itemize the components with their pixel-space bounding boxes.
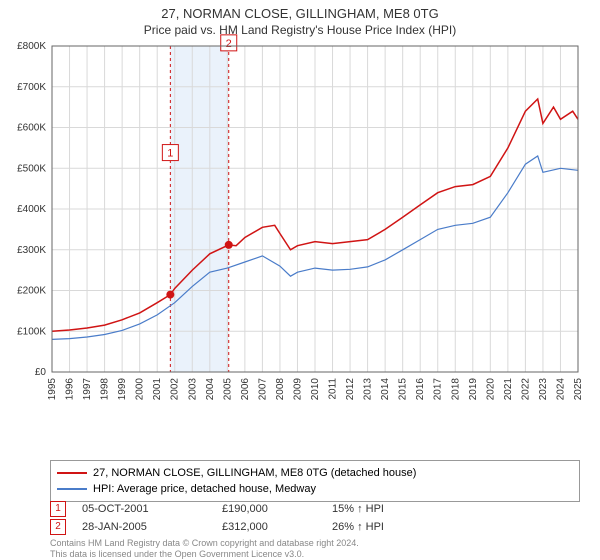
x-tick-label: 2024 [555,378,566,401]
y-tick-label: £0 [35,367,47,378]
sale-price: £190,000 [222,503,332,515]
x-tick-label: 2020 [485,378,496,401]
y-tick-label: £200K [17,286,46,297]
x-tick-label: 2018 [450,378,461,401]
x-tick-label: 2014 [380,378,391,401]
legend-item: HPI: Average price, detached house, Medw… [57,481,573,497]
sale-vs-hpi: 15% ↑ HPI [332,503,452,515]
x-tick-label: 2017 [433,378,444,401]
x-tick-label: 2007 [257,378,268,401]
x-tick-label: 2023 [538,378,549,401]
x-tick-label: 2011 [328,378,339,400]
x-tick-label: 1995 [47,378,58,401]
sale-dot [225,241,233,249]
x-tick-label: 2003 [187,378,198,401]
legend-item: 27, NORMAN CLOSE, GILLINGHAM, ME8 0TG (d… [57,465,573,481]
x-tick-label: 2005 [222,378,233,401]
x-tick-label: 2012 [345,378,356,401]
chart-title-sub: Price paid vs. HM Land Registry's House … [0,21,600,41]
y-tick-label: £800K [17,41,46,52]
footer-attribution: Contains HM Land Registry data © Crown c… [50,538,359,560]
x-tick-label: 2022 [520,378,531,401]
x-tick-label: 1996 [65,378,76,401]
legend-label: 27, NORMAN CLOSE, GILLINGHAM, ME8 0TG (d… [93,465,416,481]
x-tick-label: 2013 [363,378,374,401]
sale-dot [166,291,174,299]
y-tick-label: £500K [17,163,46,174]
y-tick-label: £700K [17,82,46,93]
x-tick-label: 2021 [503,378,514,401]
chart-legend: 27, NORMAN CLOSE, GILLINGHAM, ME8 0TG (d… [50,460,580,502]
legend-label: HPI: Average price, detached house, Medw… [93,481,316,497]
x-tick-label: 2004 [205,378,216,401]
sales-table: 1 05-OCT-2001£190,00015% ↑ HPI 2 28-JAN-200… [50,500,452,536]
sale-row: 2 28-JAN-2005£312,00026% ↑ HPI [50,518,452,536]
sale-marker-icon: 2 [50,519,66,535]
x-tick-label: 2009 [292,378,303,401]
x-tick-label: 1997 [82,378,93,401]
y-tick-label: £300K [17,245,46,256]
x-tick-label: 2010 [310,378,321,401]
x-tick-label: 1999 [117,378,128,401]
sale-marker-icon: 1 [50,501,66,517]
sale-date: 05-OCT-2001 [82,503,222,515]
footer-line1: Contains HM Land Registry data © Crown c… [50,538,359,549]
x-tick-label: 2008 [275,378,286,401]
x-tick-label: 2025 [573,378,584,401]
legend-swatch [57,472,87,474]
footer-line2: This data is licensed under the Open Gov… [50,549,359,560]
chart-title-address: 27, NORMAN CLOSE, GILLINGHAM, ME8 0TG [0,0,600,21]
x-tick-label: 2019 [468,378,479,401]
y-tick-label: £400K [17,204,46,215]
y-tick-label: £100K [17,326,46,337]
sale-row: 1 05-OCT-2001£190,00015% ↑ HPI [50,500,452,518]
price-chart: £0£100K£200K£300K£400K£500K£600K£700K£80… [50,44,580,414]
sale-marker-number: 2 [226,38,232,50]
x-tick-label: 2002 [170,378,181,401]
x-tick-label: 2016 [415,378,426,401]
x-tick-label: 2001 [152,378,163,401]
y-tick-label: £600K [17,123,46,134]
x-tick-label: 1998 [100,378,111,401]
x-tick-label: 2006 [240,378,251,401]
sale-vs-hpi: 26% ↑ HPI [332,521,452,533]
x-tick-label: 2015 [398,378,409,401]
legend-swatch [57,488,87,490]
x-tick-label: 2000 [135,378,146,401]
sale-price: £312,000 [222,521,332,533]
sale-marker-number: 1 [167,148,173,160]
sale-date: 28-JAN-2005 [82,521,222,533]
